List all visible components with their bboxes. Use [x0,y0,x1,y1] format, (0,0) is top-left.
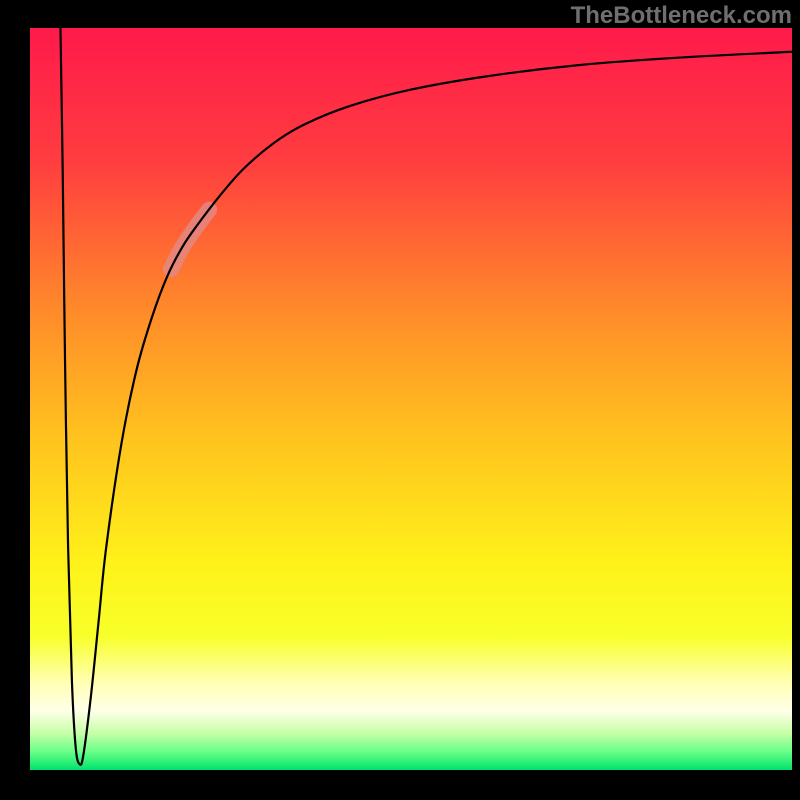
bottleneck-chart [0,0,800,800]
chart-background [30,28,792,770]
watermark-text: TheBottleneck.com [571,2,792,30]
chart-container: TheBottleneck.com [0,0,800,800]
